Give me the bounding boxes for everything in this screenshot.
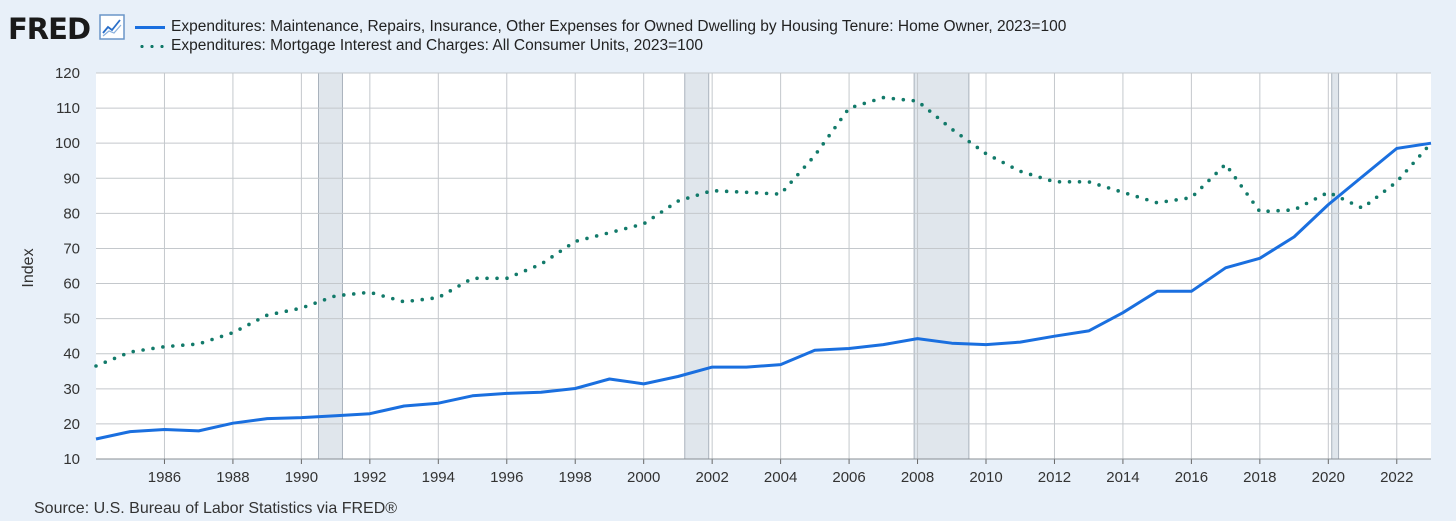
- x-tick-label: 1992: [353, 469, 386, 486]
- x-tick-label: 2004: [764, 469, 797, 486]
- x-tick-label: 2020: [1312, 469, 1345, 486]
- x-tick-label: 2022: [1380, 469, 1413, 486]
- x-tick-label: 2008: [901, 469, 934, 486]
- solid-line-swatch-icon: [135, 22, 165, 32]
- y-tick-label: 20: [63, 416, 80, 433]
- x-tick-label: 1988: [216, 469, 249, 486]
- y-axis-label: Index: [20, 248, 37, 287]
- x-tick-label: 2014: [1106, 469, 1139, 486]
- line-chart: 10 20 30 40 50 60 70 80 90 100 110 120 1986 1988 1990 1…: [20, 65, 1433, 486]
- legend-label-mortgage: Expenditures: Mortgage Interest and Char…: [171, 36, 704, 54]
- chart-legend: Expenditures: Maintenance, Repairs, Insu…: [135, 17, 1066, 55]
- x-tick-label: 2012: [1038, 469, 1071, 486]
- x-tick-label: 2018: [1243, 469, 1276, 486]
- y-tick-label: 10: [63, 451, 80, 468]
- x-tick-label: 2016: [1175, 469, 1208, 486]
- x-tick-label: 1996: [490, 469, 523, 486]
- y-tick-label: 120: [55, 65, 80, 82]
- y-tick-label: 70: [63, 240, 80, 257]
- x-tick-label: 2006: [832, 469, 865, 486]
- x-tick-label: 2002: [695, 469, 728, 486]
- series-line-mortgage: [94, 95, 1433, 368]
- y-tick-label: 50: [63, 311, 80, 328]
- y-tick-label: 110: [56, 100, 80, 117]
- y-tick-label: 40: [63, 346, 80, 363]
- recession-band: [1331, 72, 1340, 460]
- y-tick-label: 100: [55, 135, 80, 152]
- series-line-maintenance: [95, 141, 1432, 441]
- y-tick-label: 30: [63, 381, 80, 398]
- legend-item-mortgage[interactable]: Expenditures: Mortgage Interest and Char…: [135, 36, 1066, 55]
- y-tick-label: 60: [63, 276, 80, 293]
- x-tick-label: 2000: [627, 469, 660, 486]
- x-tick-label: 2010: [969, 469, 1002, 486]
- fred-logo[interactable]: FRED: [8, 12, 91, 46]
- dotted-line-swatch-icon: [135, 41, 165, 51]
- y-tick-label: 80: [63, 205, 80, 222]
- recession-band: [913, 72, 970, 460]
- recession-band: [684, 72, 710, 460]
- x-tick-label: 1998: [559, 469, 592, 486]
- line-chart-icon: [99, 14, 125, 40]
- source-note: Source: U.S. Bureau of Labor Statistics …: [34, 500, 398, 517]
- x-tick-label: 1994: [422, 469, 455, 486]
- x-tick-label: 1990: [285, 469, 318, 486]
- recession-band: [318, 72, 343, 460]
- x-tick-label: 1986: [148, 469, 181, 486]
- legend-label-maintenance: Expenditures: Maintenance, Repairs, Insu…: [171, 17, 1067, 35]
- legend-item-maintenance[interactable]: Expenditures: Maintenance, Repairs, Insu…: [135, 17, 1066, 36]
- y-tick-label: 90: [63, 170, 80, 187]
